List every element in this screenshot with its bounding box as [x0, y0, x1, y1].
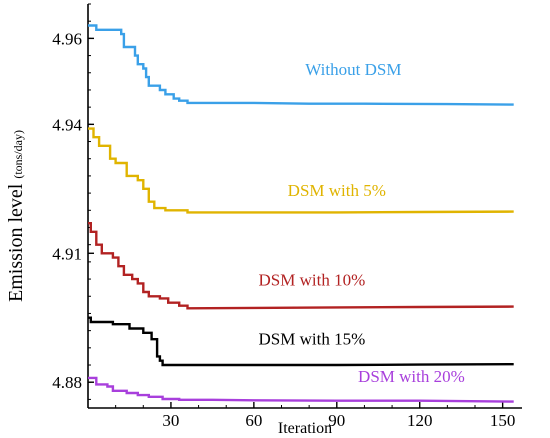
series-label: DSM with 20%: [358, 367, 465, 386]
x-tick-label: 150: [490, 411, 516, 430]
y-tick-label: 4.91: [52, 244, 82, 263]
y-tick-label: 4.88: [52, 373, 82, 392]
series-line: [88, 376, 514, 403]
x-tick-label: 90: [328, 411, 345, 430]
x-axis-title: Iteration: [278, 420, 332, 437]
ticks: 30 60 90 120 150 4.88 4.91 4.94 4.96: [52, 3, 516, 430]
series-lines: [88, 24, 514, 403]
y-axis-title-main: Emission level: [5, 183, 27, 302]
y-axis-title-unit: (tons/day): [11, 130, 25, 179]
series-labels: Without DSM DSM with 5% DSM with 10% DSM wi…: [259, 60, 465, 386]
y-axis-title: Emission level (tons/day): [5, 130, 27, 302]
series-line: [88, 222, 514, 310]
series-label: Without DSM: [305, 60, 401, 79]
series-line: [88, 127, 514, 214]
y-tick-label: 4.96: [52, 29, 82, 48]
series-label: DSM with 10%: [259, 271, 366, 290]
axes: [87, 4, 522, 409]
series-label: DSM with 15%: [259, 329, 366, 348]
x-tick-label: 60: [245, 411, 262, 430]
series-label: DSM with 5%: [288, 181, 386, 200]
series-line: [88, 316, 514, 367]
y-tick-label: 4.94: [52, 115, 82, 134]
x-tick-label: 120: [407, 411, 433, 430]
series-line: [88, 24, 514, 106]
x-tick-label: 30: [162, 411, 179, 430]
